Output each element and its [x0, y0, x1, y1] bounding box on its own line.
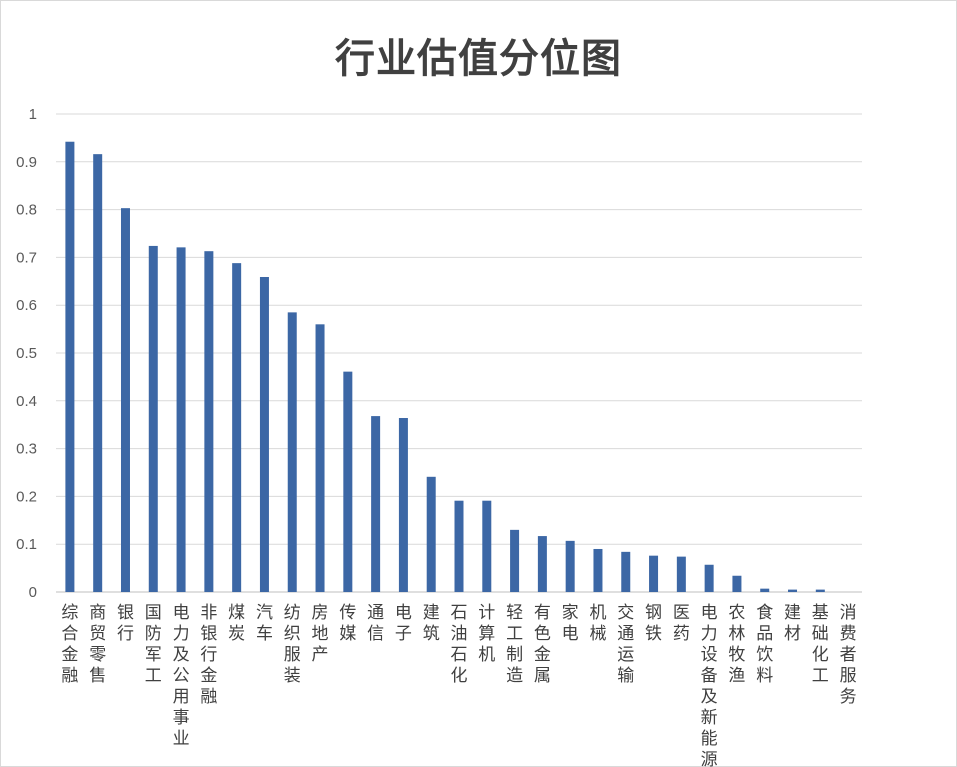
x-tick-label: 轻工制造: [506, 603, 523, 686]
bar: [343, 371, 353, 592]
x-tick-label: 机械: [589, 603, 606, 644]
bar: [510, 529, 520, 592]
bar: [482, 500, 492, 592]
bar: [65, 141, 75, 592]
bar: [259, 276, 269, 592]
bar: [176, 247, 186, 592]
bar: [371, 416, 381, 592]
x-tick-label: 交通运输: [617, 603, 634, 686]
bar: [732, 575, 742, 592]
y-tick-label: 0.9: [16, 154, 37, 171]
y-tick-label: 0.1: [16, 536, 37, 553]
chart-title: 行业估值分位图: [335, 36, 622, 82]
bar: [537, 536, 547, 592]
x-tick-label: 医药: [673, 603, 690, 644]
bar: [676, 556, 686, 592]
x-tick-label: 建筑: [423, 603, 440, 644]
bar: [593, 548, 603, 592]
bar: [788, 589, 798, 592]
bar: [148, 245, 158, 593]
bar: [621, 551, 631, 592]
x-tick-label: 银行: [117, 603, 134, 644]
bar: [454, 500, 464, 592]
y-tick-label: 0.6: [16, 297, 37, 314]
x-tick-label: 基础化工: [812, 603, 829, 686]
x-tick-label: 石油石化: [451, 603, 468, 686]
x-tick-label: 通信: [367, 603, 384, 644]
x-tick-label: 非银行金融: [200, 603, 217, 707]
x-tick-label: 综合金融: [61, 603, 78, 686]
x-tick-label: 传媒: [339, 603, 356, 644]
x-tick-label: 电力及公用事业: [173, 603, 190, 749]
x-tick-label: 食品饮料: [756, 603, 773, 686]
x-tick-label: 建材: [784, 603, 801, 644]
x-tick-label: 电力设备及新能源: [701, 603, 718, 767]
x-tick-label: 消费者服务: [840, 603, 857, 707]
bar: [398, 418, 408, 592]
x-tick-label: 商贸零售: [89, 603, 106, 686]
y-tick-label: 1: [29, 106, 37, 123]
x-tick-label: 计算机: [478, 603, 495, 665]
y-tick-label: 0.5: [16, 345, 37, 362]
bar: [287, 312, 297, 592]
bar: [426, 476, 436, 592]
y-tick-label: 0: [29, 584, 37, 601]
bar: [232, 263, 242, 592]
bar: [760, 588, 770, 592]
y-tick-label: 0.8: [16, 202, 37, 219]
x-tick-label: 房地产: [312, 603, 329, 665]
x-tick-label: 汽车: [256, 603, 273, 644]
y-tick-label: 0.2: [16, 488, 37, 505]
x-tick-label: 农林牧渔: [728, 603, 745, 686]
bar: [649, 555, 659, 592]
bar: [815, 589, 825, 592]
x-tick-label: 国防军工: [145, 603, 162, 686]
x-tick-label: 电子: [395, 603, 412, 644]
y-tick-label: 0.4: [16, 393, 37, 410]
bar: [93, 154, 103, 593]
y-tick-label: 0.3: [16, 441, 37, 458]
bar: [120, 208, 130, 592]
bar: [315, 324, 325, 592]
bar: [565, 540, 575, 592]
x-tick-label: 有色金属: [534, 603, 551, 686]
bar: [204, 251, 214, 592]
x-tick-label: 煤炭: [228, 603, 245, 644]
x-tick-label: 家电: [562, 603, 579, 644]
y-tick-label: 0.7: [16, 249, 37, 266]
bar: [704, 564, 714, 592]
x-tick-label: 纺织服装: [284, 603, 301, 686]
x-tick-label: 钢铁: [645, 603, 662, 644]
